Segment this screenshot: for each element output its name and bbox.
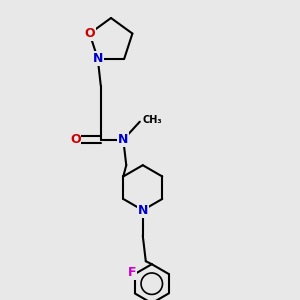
Text: N: N [93,52,103,65]
Text: CH₃: CH₃ [143,115,162,125]
Text: N: N [118,133,128,146]
Text: O: O [70,133,81,146]
Text: N: N [138,204,148,217]
Text: O: O [84,27,95,40]
Text: F: F [128,266,136,279]
